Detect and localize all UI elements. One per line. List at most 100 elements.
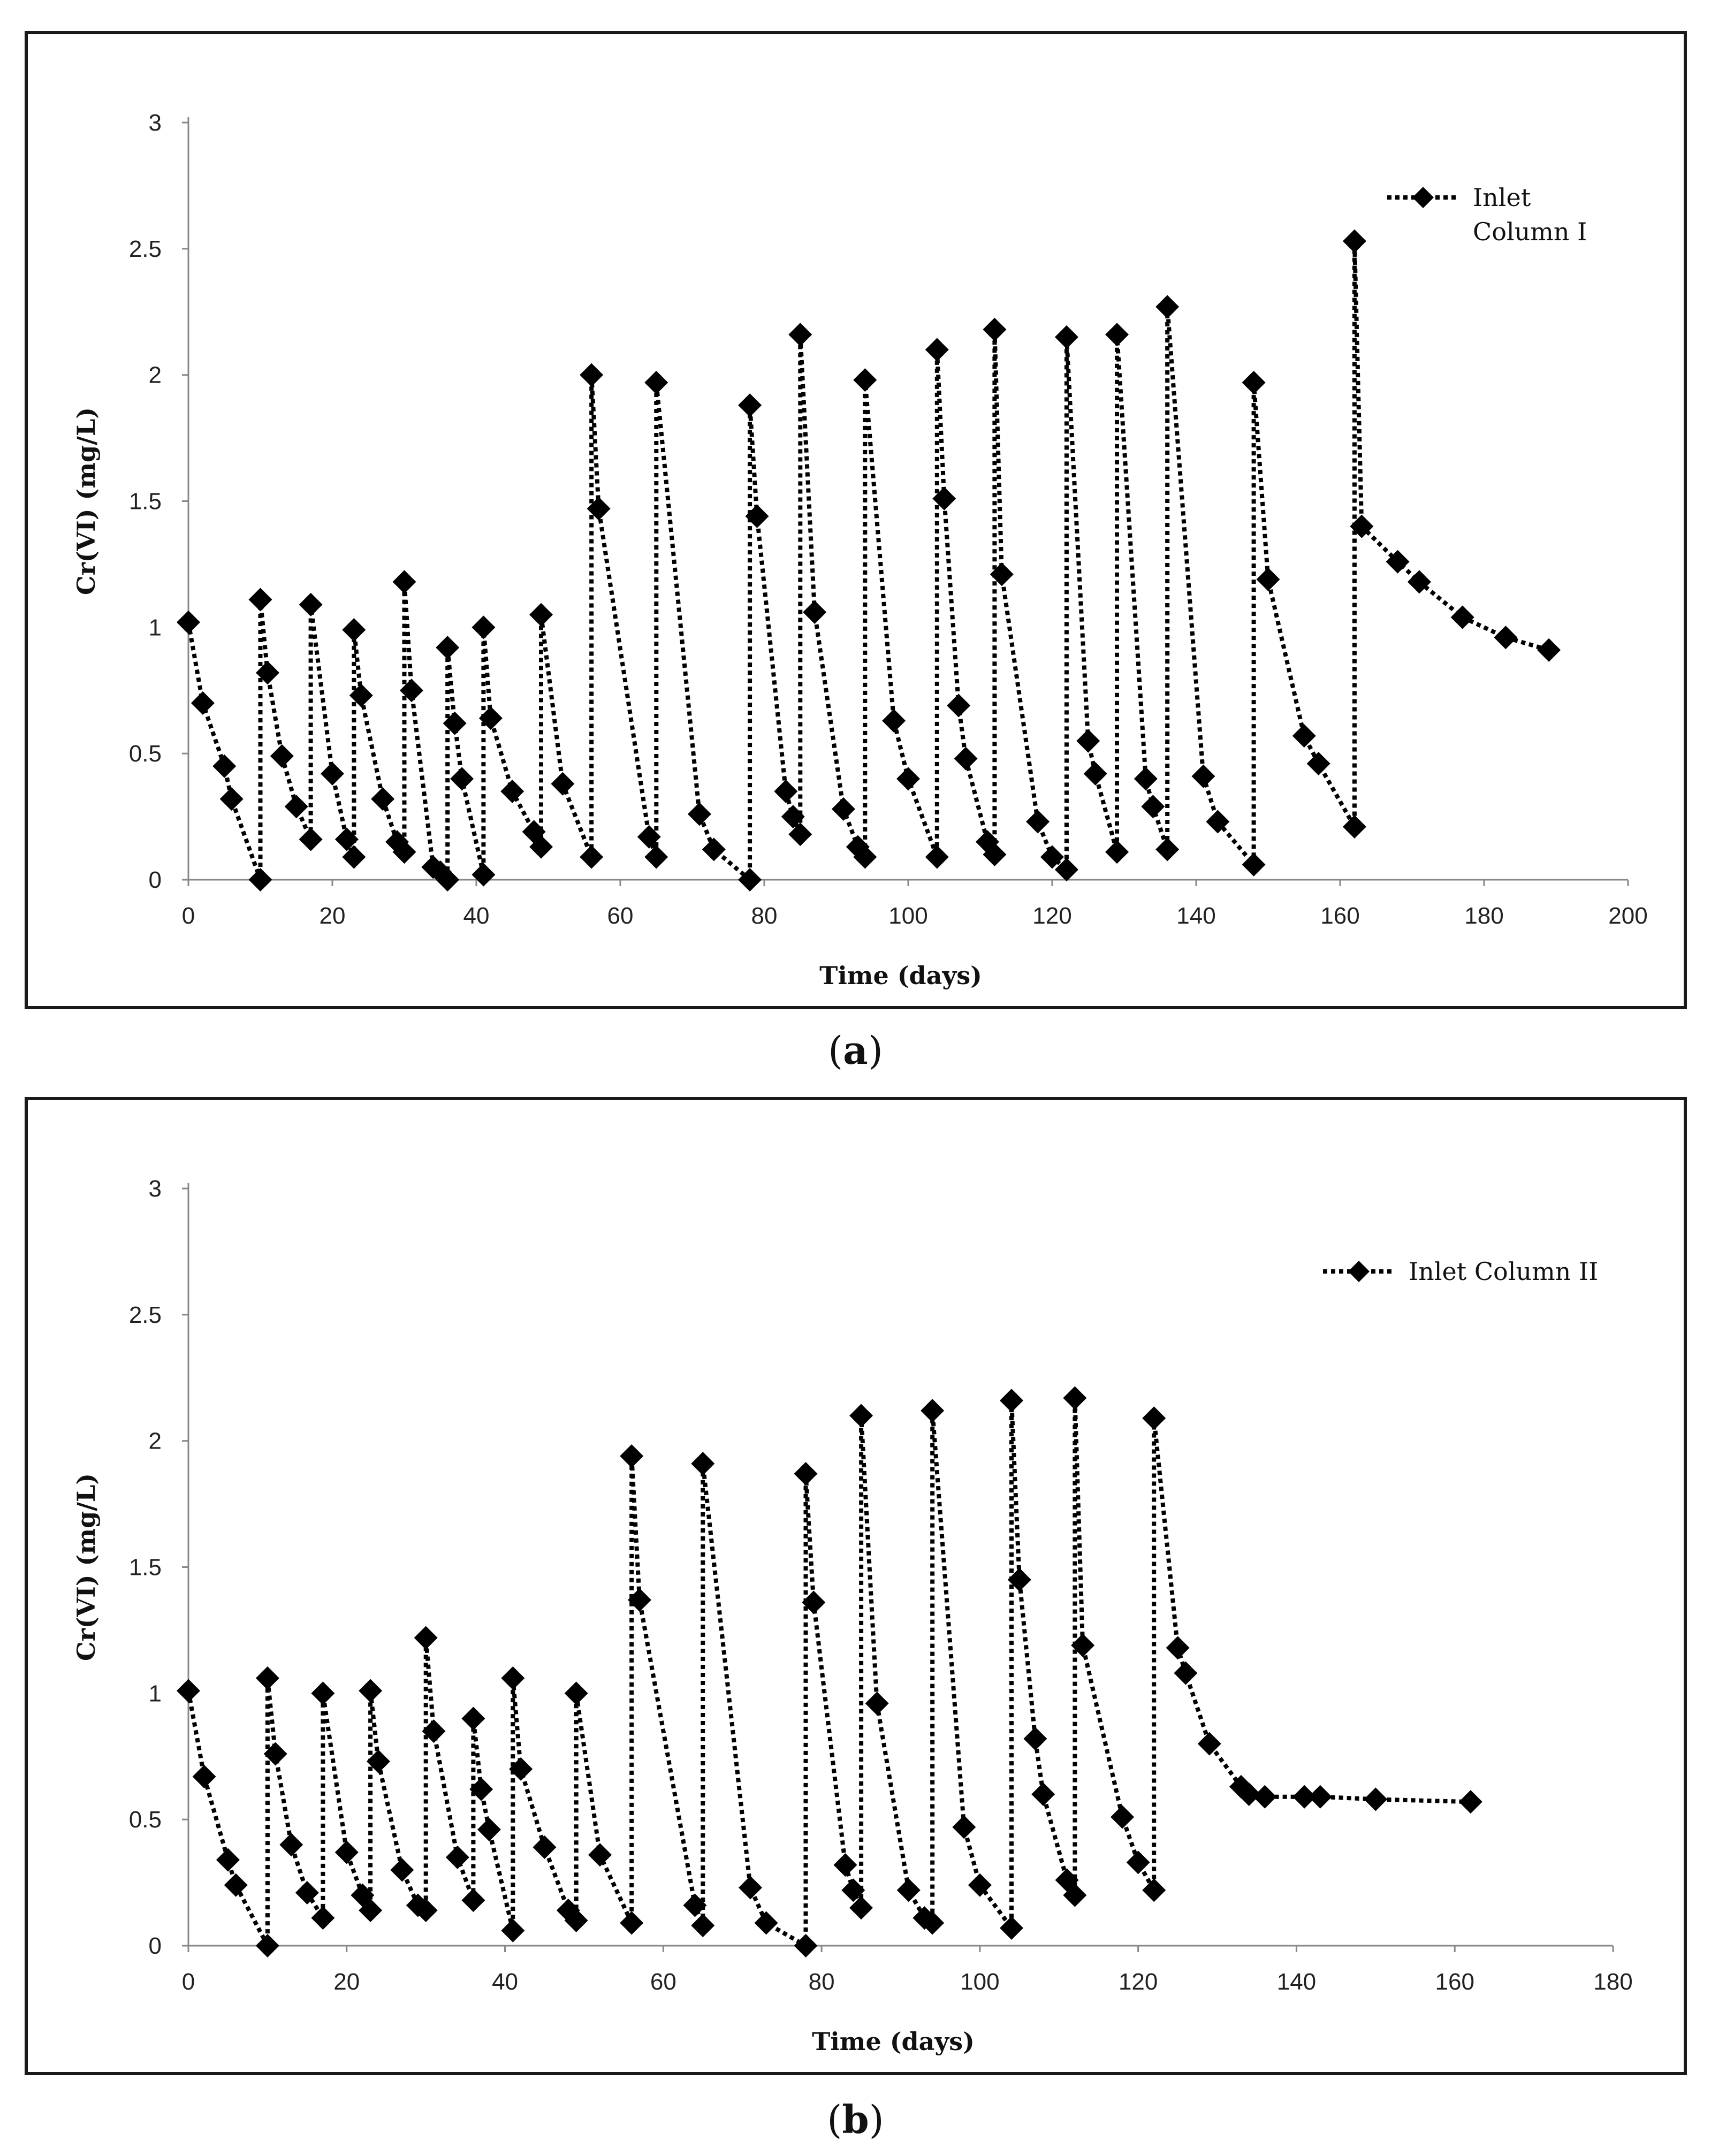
legend-label: Column I [1473,217,1587,246]
data-point [1494,626,1518,650]
data-point [349,683,373,707]
data-point [224,1873,248,1897]
data-point [1031,1782,1055,1806]
data-point [952,1815,976,1839]
data-point [1141,795,1165,819]
caption-a-letter: a [843,1027,868,1073]
data-point [342,845,366,869]
data-point [794,1934,818,1957]
data-point [754,1911,778,1935]
data-point [774,779,798,803]
data-point [1063,1386,1087,1410]
data-point [469,1777,493,1801]
data-point [461,1706,485,1731]
data-point [1155,837,1180,862]
data-point [1166,1636,1190,1660]
data-point [1458,1790,1482,1814]
data-point [1364,1787,1388,1811]
data-point [255,661,279,685]
data-point [1237,1782,1261,1806]
data-point [255,1934,279,1957]
data-point [414,1626,438,1650]
data-point [580,845,604,869]
data-point [1242,370,1266,394]
legend-marker [1412,187,1434,208]
data-point [833,1853,857,1877]
data-point [1306,752,1330,776]
data-point [1292,1785,1317,1809]
data-point [248,588,272,612]
data-point [177,610,200,634]
y-tick-label: 2.5 [129,1302,162,1328]
data-point [321,761,344,786]
caption-b: (b) [827,2097,884,2142]
data-point [551,772,575,796]
data-point [841,1878,865,1902]
data-point [1134,767,1158,791]
data-point [529,835,553,859]
data-point [1076,729,1100,753]
data-point [1054,858,1078,882]
data-point [738,393,762,417]
y-tick-label: 3 [149,1176,162,1202]
data-point [500,779,524,803]
x-tick-label: 160 [1320,903,1359,929]
data-point [853,845,877,869]
data-point [620,1911,644,1935]
data-point [1174,1661,1198,1685]
data-point [311,1681,335,1705]
x-tick-label: 80 [809,1969,835,1995]
data-point [1063,1883,1087,1907]
data-point [501,1666,525,1690]
data-point [263,1742,287,1766]
data-point [1537,638,1561,662]
data-point [683,1893,707,1917]
legend-marker [1348,1261,1370,1282]
y-axis-title: Cr(VI) (mg/L) [72,407,101,595]
x-tick-label: 100 [960,1969,999,1995]
data-point [587,497,611,521]
data-point [564,1908,588,1932]
y-tick-label: 2 [149,1428,162,1454]
data-point [1126,1850,1150,1875]
y-tick-label: 1.5 [129,489,162,515]
data-point [849,1404,873,1428]
y-tick-label: 0 [149,867,162,893]
legend-label: Inlet Column II [1409,1257,1598,1286]
data-point [1308,1785,1332,1809]
x-tick-label: 0 [182,903,195,929]
data-point [216,1848,240,1872]
data-point [781,805,805,829]
data-point [802,1590,826,1614]
data-point [359,1679,383,1703]
data-point [509,1757,533,1781]
data-point [691,1914,715,1938]
data-point [529,603,553,627]
data-point [990,562,1014,586]
data-point [255,1666,279,1690]
data-point [334,1840,359,1864]
y-tick-label: 3 [149,110,162,136]
x-tick-label: 120 [1032,903,1071,929]
x-tick-label: 80 [751,903,778,929]
data-point [359,1898,383,1922]
x-tick-label: 20 [320,903,346,929]
x-tick-label: 60 [607,903,634,929]
data-point [644,370,668,394]
data-point [968,1873,992,1897]
data-point [284,795,308,819]
data-point [366,1749,390,1773]
data-point [556,1898,580,1922]
data-point [1023,1727,1047,1751]
data-point [1105,840,1129,864]
data-point [501,1918,525,1942]
data-point [831,797,855,821]
x-tick-label: 140 [1277,1969,1316,1995]
data-point [983,317,1007,341]
x-tick-label: 0 [182,1969,195,1995]
data-point [392,840,416,864]
data-point [788,323,812,347]
data-point [279,1833,303,1857]
data-point [1206,810,1230,834]
data-point [620,1444,644,1468]
